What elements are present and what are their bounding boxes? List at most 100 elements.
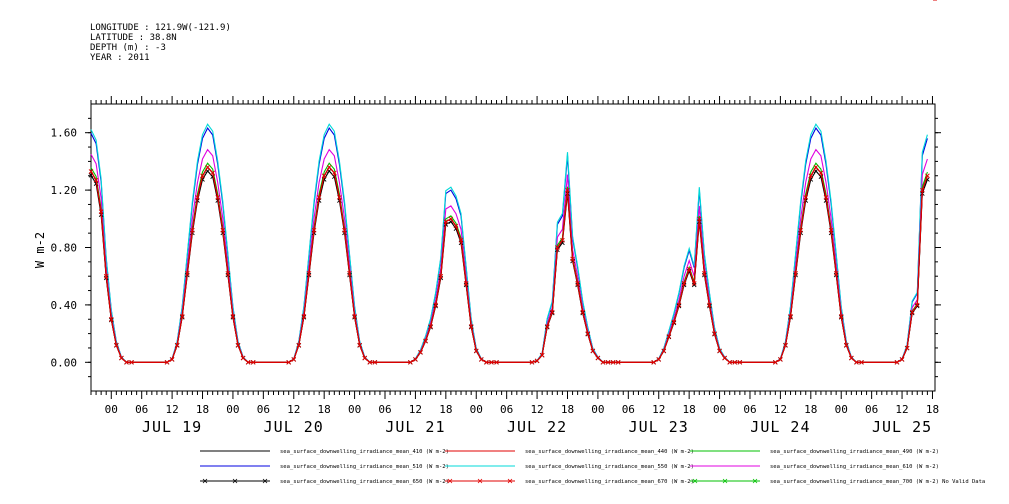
data-point xyxy=(691,281,697,286)
x-tick-label: 06 xyxy=(257,403,270,416)
data-point xyxy=(438,273,444,279)
data-point xyxy=(321,173,327,179)
data-point xyxy=(362,355,368,361)
data-point xyxy=(702,271,707,276)
data-point xyxy=(468,324,474,329)
series-line xyxy=(90,148,928,363)
y-tick-label: 1.20 xyxy=(51,184,78,197)
data-point xyxy=(539,352,545,358)
data-point xyxy=(108,316,114,322)
day-label: JUL 21 xyxy=(385,418,445,436)
data-point xyxy=(413,357,418,362)
data-point xyxy=(352,314,357,319)
data-point xyxy=(788,314,793,319)
data-point xyxy=(291,357,297,362)
data-point xyxy=(580,309,586,315)
data-point xyxy=(240,355,246,361)
x-tick-label: 12 xyxy=(287,403,300,416)
data-point xyxy=(920,187,925,193)
data-point xyxy=(808,173,814,179)
legend-item: sea_surface_downwelling_irradiance_mean_… xyxy=(690,464,939,470)
x-tick-label: 06 xyxy=(378,403,391,416)
data-point xyxy=(818,170,824,176)
data-point xyxy=(676,302,682,308)
data-point xyxy=(98,209,104,214)
data-point xyxy=(838,314,844,319)
data-point xyxy=(899,357,905,362)
y-axis-label: W m-2 xyxy=(33,232,47,268)
data-point xyxy=(342,227,347,233)
data-point xyxy=(200,173,205,179)
data-point xyxy=(696,216,702,222)
header-info: LONGITUDE : 121.9W(-121.9) LATITUDE : 38… xyxy=(90,23,231,63)
legend-item: sea_surface_downwelling_irradiance_mean_… xyxy=(690,478,985,485)
x-tick-label: 06 xyxy=(500,403,513,416)
data-point xyxy=(184,271,190,276)
data-point xyxy=(686,266,692,272)
legend-item: sea_surface_downwelling_irradiance_mean_… xyxy=(200,449,449,455)
data-point xyxy=(651,359,656,365)
legend-label: sea_surface_downwelling_irradiance_mean_… xyxy=(280,464,449,470)
day-label: JUL 24 xyxy=(750,418,810,436)
legend-item: sea_surface_downwelling_irradiance_mean_… xyxy=(445,449,694,455)
y-tick-label: 1.60 xyxy=(51,127,78,140)
data-point xyxy=(666,334,672,339)
header-year: YEAR : 2011 xyxy=(90,53,150,63)
data-point xyxy=(93,177,99,183)
data-point xyxy=(691,282,697,288)
x-tick-label: 18 xyxy=(196,403,209,416)
x-tick-label: 00 xyxy=(713,403,726,416)
data-point xyxy=(489,359,494,365)
x-tick-label: 12 xyxy=(165,403,178,416)
data-point xyxy=(205,164,210,170)
legend-label: sea_surface_downwelling_irradiance_mean_… xyxy=(525,479,694,485)
legend-item: sea_surface_downwelling_irradiance_mean_… xyxy=(200,478,449,485)
header-depth: DEPTH (m) : -3 xyxy=(90,43,166,53)
data-point xyxy=(732,359,738,365)
data-point xyxy=(408,359,413,365)
data-point xyxy=(671,319,677,325)
x-tick-label: 18 xyxy=(439,403,452,416)
legend: sea_surface_downwelling_irradiance_mean_… xyxy=(200,449,985,485)
data-point xyxy=(843,342,849,348)
x-tick-label: 18 xyxy=(683,403,696,416)
data-point xyxy=(560,238,565,243)
x-tick-label: 06 xyxy=(743,403,756,416)
day-label: JUL 20 xyxy=(264,418,324,436)
data-point xyxy=(925,173,930,179)
x-axis: 00 06 12 18 00 06 12 18 00 06 12 18 00 06 12 18 00 06 12 18… xyxy=(90,96,939,436)
data-point xyxy=(610,359,616,365)
data-point xyxy=(210,170,215,176)
data-point xyxy=(712,331,717,336)
data-point xyxy=(778,357,783,362)
data-point xyxy=(235,342,241,348)
x-tick-label: 00 xyxy=(470,403,483,416)
data-point xyxy=(661,348,667,354)
data-point xyxy=(428,324,433,329)
legend-label: sea_surface_downwelling_irradiance_mean_… xyxy=(525,449,694,455)
data-point xyxy=(707,302,712,308)
data-point xyxy=(124,359,129,365)
legend-label: sea_surface_downwelling_irradiance_mean_… xyxy=(525,464,694,470)
data-point xyxy=(565,187,570,193)
x-tick-label: 12 xyxy=(409,403,422,416)
x-tick-label: 12 xyxy=(895,403,908,416)
data-point xyxy=(433,302,439,308)
data-point xyxy=(230,314,236,319)
data-point xyxy=(534,358,540,364)
y-tick-label: 0.80 xyxy=(51,242,78,255)
data-point xyxy=(423,338,428,344)
x-tick-label: 18 xyxy=(561,403,574,416)
data-point xyxy=(575,281,580,286)
data-point xyxy=(215,194,221,200)
legend-label: sea_surface_downwelling_irradiance_mean_… xyxy=(770,449,939,455)
day-label: JUL 22 xyxy=(507,418,567,436)
series-line xyxy=(90,127,928,363)
data-point xyxy=(174,342,180,348)
data-point xyxy=(813,164,819,170)
data-point xyxy=(331,170,337,176)
x-tick-label: 00 xyxy=(348,403,361,416)
legend-label: sea_surface_downwelling_irradiance_mean_… xyxy=(280,479,449,485)
data-point xyxy=(585,331,591,336)
series-line xyxy=(90,166,928,363)
